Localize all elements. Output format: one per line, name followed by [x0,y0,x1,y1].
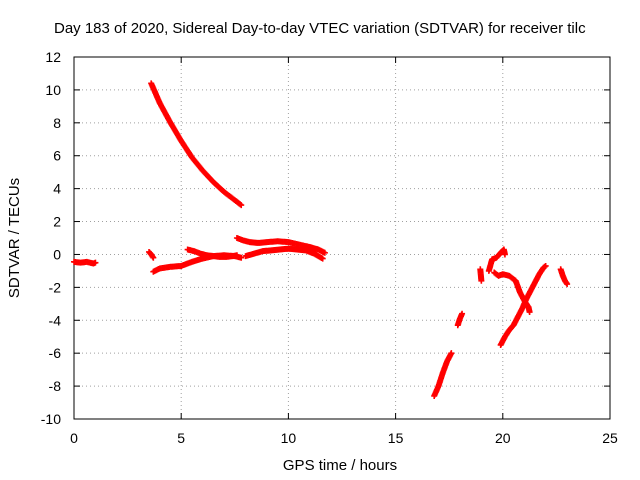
y-tick-label: -8 [49,378,62,394]
x-tick-label: 15 [388,430,404,446]
data-point [459,310,466,317]
y-tick-label: 0 [53,246,61,262]
data-point [541,263,548,270]
x-tick-label: 20 [495,430,511,446]
y-tick-label: -10 [41,411,61,427]
y-axis-label: SDTVAR / TECUs [6,178,23,298]
y-tick-label: 10 [45,82,61,98]
grid [74,57,610,419]
data-point [238,202,245,209]
y-tick-label: 4 [53,181,61,197]
y-tick-label: -4 [49,312,62,328]
data-point [448,350,455,357]
data-point [92,259,99,266]
x-tick-label: 5 [177,430,185,446]
y-tick-label: 2 [53,214,61,230]
data-point [478,277,485,284]
x-tick-label: 10 [281,430,297,446]
y-tick-label: -2 [49,279,62,295]
data-point [542,262,549,269]
x-axis-label: GPS time / hours [283,457,397,474]
data-point [238,254,245,261]
y-tick-label: -6 [49,345,62,361]
data-points [71,80,571,399]
x-tick-label: 25 [602,430,618,446]
y-tick-label: 8 [53,115,61,131]
y-tick-label: 6 [53,148,61,164]
plot-frame [73,56,611,420]
tick-labels: 0 5 10 15 20 25 -10 -8 -6 -4 -2 0 2 4 6 8 10 12 [41,49,618,446]
data-point [526,309,533,316]
y-tick-label: 12 [45,49,61,65]
data-point [501,251,508,258]
ticks [73,56,611,420]
data-point [237,201,244,208]
chart-title: Day 183 of 2020, Sidereal Day-to-day VTE… [54,20,586,37]
x-tick-label: 0 [70,430,78,446]
data-point [233,252,240,259]
data-point [564,281,571,288]
data-point [321,249,328,256]
data-point [150,254,157,261]
data-point [319,255,326,262]
